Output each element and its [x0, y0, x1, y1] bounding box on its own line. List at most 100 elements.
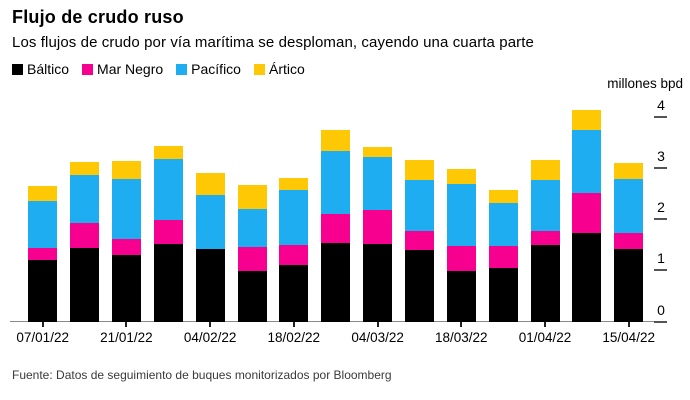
x-axis-tick — [209, 322, 212, 327]
segment-ártico — [111, 161, 141, 179]
x-axis-tick — [125, 322, 128, 327]
y-axis-tick — [654, 115, 667, 118]
segment-mar-negro — [70, 223, 100, 248]
x-axis-tick — [376, 322, 379, 327]
segment-mar-negro — [363, 210, 393, 244]
x-axis-label: 04/03/22 — [351, 330, 404, 345]
segment-báltico — [195, 248, 225, 322]
chart-subtitle: Los flujos de crudo por vía marítima se … — [12, 34, 534, 51]
x-axis-label: 01/04/22 — [518, 330, 572, 345]
segment-mar-negro — [530, 231, 560, 246]
x-axis-label: 18/03/22 — [435, 330, 488, 345]
segment-mar-negro — [153, 219, 183, 244]
segment-mar-negro — [237, 247, 267, 272]
segment-pacífico — [153, 158, 183, 220]
legend-item-artico: Ártico — [253, 61, 305, 77]
stacked-bar-week-2 — [70, 162, 100, 322]
x-axis-label: 15/04/22 — [602, 330, 655, 345]
segment-mar-negro — [488, 246, 518, 268]
stacked-bar-week-4 — [153, 146, 183, 322]
stacked-bar-week-10 — [404, 159, 434, 322]
x-axis-tick — [544, 322, 546, 327]
segment-pacífico — [614, 178, 644, 233]
stacked-bar-week-14 — [572, 109, 602, 322]
segment-mar-negro — [28, 247, 58, 260]
segment-mar-negro — [446, 246, 476, 272]
y-axis-tick — [654, 166, 667, 169]
segment-báltico — [404, 249, 434, 322]
y-axis-label: 0 — [657, 301, 665, 318]
legend-label: Ártico — [268, 61, 305, 77]
segment-báltico — [279, 265, 309, 322]
segment-ártico — [237, 185, 267, 210]
segment-báltico — [237, 271, 267, 322]
legend-swatch-icon — [253, 63, 265, 75]
legend-item-pacifico: Pacífico — [176, 61, 241, 77]
segment-báltico — [153, 243, 183, 322]
stacked-bar-15/04/22 — [614, 163, 644, 322]
source-note: Fuente: Datos de seguimiento de buques m… — [12, 368, 392, 382]
y-axis-tick — [654, 269, 667, 272]
chart-title: Flujo de crudo ruso — [12, 7, 184, 27]
segment-mar-negro — [111, 238, 141, 256]
segment-pacífico — [111, 178, 141, 239]
segment-pacífico — [446, 183, 476, 247]
segment-mar-negro — [321, 214, 351, 244]
x-axis-label: 21/01/22 — [100, 330, 153, 345]
segment-mar-negro — [614, 232, 644, 250]
segment-báltico — [111, 255, 141, 322]
segment-mar-negro — [572, 192, 602, 233]
legend-item-baltico: Báltico — [12, 61, 69, 77]
legend-item-mar-negro: Mar Negro — [82, 61, 163, 77]
y-axis-label: 1 — [657, 250, 665, 267]
segment-ártico — [446, 168, 476, 184]
stacked-bar-01/04/22 — [530, 159, 560, 322]
segment-pacífico — [195, 195, 225, 249]
segment-ártico — [153, 146, 183, 159]
y-axis-label: 2 — [657, 199, 665, 215]
legend-label: Pacífico — [191, 61, 241, 77]
segment-báltico — [488, 267, 518, 322]
segment-ártico — [404, 159, 434, 180]
x-axis-label: 04/02/22 — [183, 330, 237, 345]
segment-ártico — [614, 163, 644, 179]
segment-ártico — [530, 159, 560, 180]
segment-ártico — [321, 130, 351, 152]
x-axis-tick — [627, 322, 630, 327]
segment-ártico — [70, 162, 100, 176]
x-axis-tick — [41, 322, 44, 327]
stacked-bar-04/03/22 — [363, 146, 393, 322]
segment-báltico — [446, 271, 476, 322]
segment-báltico — [530, 245, 560, 322]
segment-pacífico — [572, 129, 602, 193]
segment-pacífico — [279, 189, 309, 245]
y-axis-label: 4 — [657, 96, 665, 113]
stacked-bar-week-12 — [488, 190, 518, 322]
stacked-bar-18/03/22 — [446, 168, 476, 322]
segment-ártico — [195, 172, 225, 196]
segment-ártico — [572, 109, 602, 130]
segment-báltico — [321, 243, 351, 322]
legend-label: Báltico — [27, 61, 70, 77]
segment-pacífico — [321, 151, 351, 215]
segment-báltico — [70, 247, 100, 322]
segment-pacífico — [488, 202, 518, 247]
segment-báltico — [28, 259, 58, 322]
segment-pacífico — [70, 175, 100, 224]
x-axis-label: 18/02/22 — [267, 330, 321, 345]
segment-pacífico — [237, 209, 267, 248]
segment-báltico — [363, 243, 393, 322]
x-axis-tick — [292, 322, 295, 327]
segment-báltico — [572, 232, 602, 322]
segment-ártico — [488, 190, 518, 203]
segment-ártico — [363, 146, 393, 158]
segment-báltico — [614, 249, 644, 322]
y-axis-tick — [654, 218, 667, 220]
stacked-bar-week-8 — [321, 130, 351, 322]
legend-swatch-icon — [176, 63, 188, 75]
stacked-bar-18/02/22 — [279, 178, 309, 322]
y-axis-unit-label: millones bpd — [607, 76, 683, 91]
x-axis-tick — [460, 322, 463, 327]
